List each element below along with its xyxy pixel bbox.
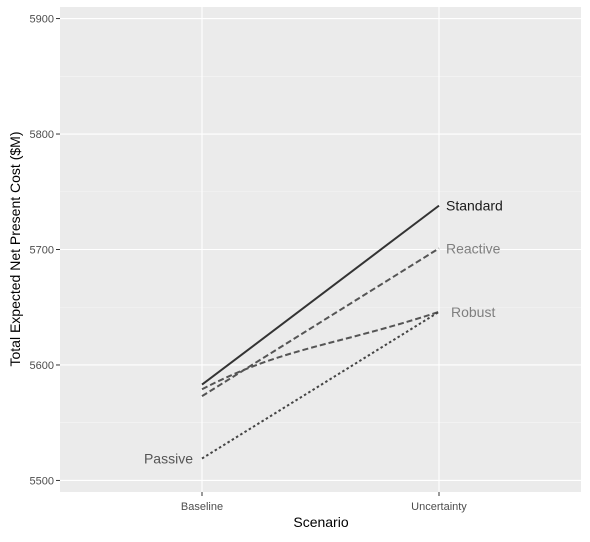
standard-series-label: Standard (446, 198, 503, 214)
y-tick-label: 5600 (30, 360, 54, 372)
y-tick-label: 5900 (30, 14, 54, 26)
y-tick-label: 5800 (30, 129, 54, 141)
reactive-series-line (201, 247, 440, 398)
x-axis-title: Scenario (293, 514, 348, 530)
robust-series-line (201, 310, 440, 391)
series-layer (201, 204, 440, 460)
x-axis: Baseline Uncertainty (181, 492, 467, 513)
y-axis-title: Total Expected Net Present Cost ($M) (7, 132, 23, 367)
passive-series-label: Passive (144, 451, 193, 467)
grid-layer (60, 7, 581, 492)
passive-series-line (201, 311, 440, 460)
reactive-series-label: Reactive (446, 240, 501, 256)
y-tick-label: 5500 (30, 475, 54, 487)
y-tick-label: 5700 (30, 245, 54, 257)
x-tick-label: Uncertainty (411, 501, 467, 513)
x-tick-label: Baseline (181, 501, 223, 513)
label-layer: Standard Reactive Robust Passive (144, 198, 503, 467)
robust-series-label: Robust (451, 304, 495, 320)
y-axis: 5500 5600 5700 5800 5900 (30, 14, 60, 487)
standard-series-line (201, 204, 440, 386)
